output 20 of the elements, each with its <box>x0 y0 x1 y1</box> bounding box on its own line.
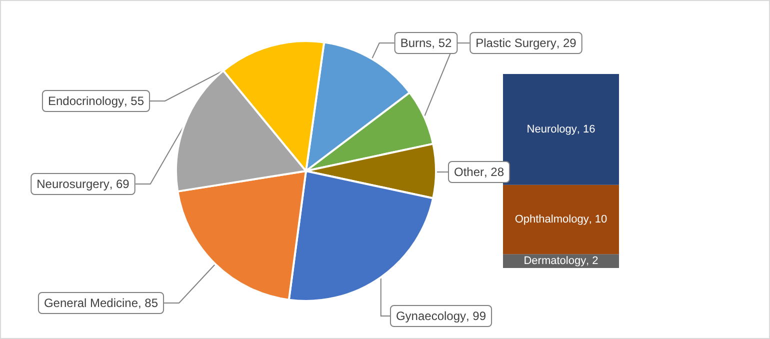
series-label: Dermatology <box>524 255 587 268</box>
data-label: , 69 <box>109 177 130 191</box>
data-label: , 10 <box>588 214 608 226</box>
slice-label: Other <box>454 165 484 179</box>
data-label: , 2 <box>586 255 598 268</box>
data-label: , 16 <box>576 123 596 136</box>
series-label: Neurology <box>526 123 578 136</box>
slice-label: Plastic Surgery <box>476 36 556 50</box>
data-label: , 28 <box>484 165 504 179</box>
slice-label: Endocrinology <box>48 94 124 108</box>
slice-label: Gynaecology <box>396 309 466 323</box>
slice-label: Neurosurgery <box>36 177 110 191</box>
series-label: Ophthalmology <box>514 214 590 226</box>
slice-label: General Medicine <box>44 296 138 310</box>
data-label: , 85 <box>138 296 158 310</box>
data-label: , 99 <box>466 309 486 323</box>
data-label: , 55 <box>124 94 144 108</box>
data-label: , 52 <box>432 36 452 50</box>
data-label: , 29 <box>556 36 577 50</box>
slice-label: Burns <box>400 36 432 50</box>
